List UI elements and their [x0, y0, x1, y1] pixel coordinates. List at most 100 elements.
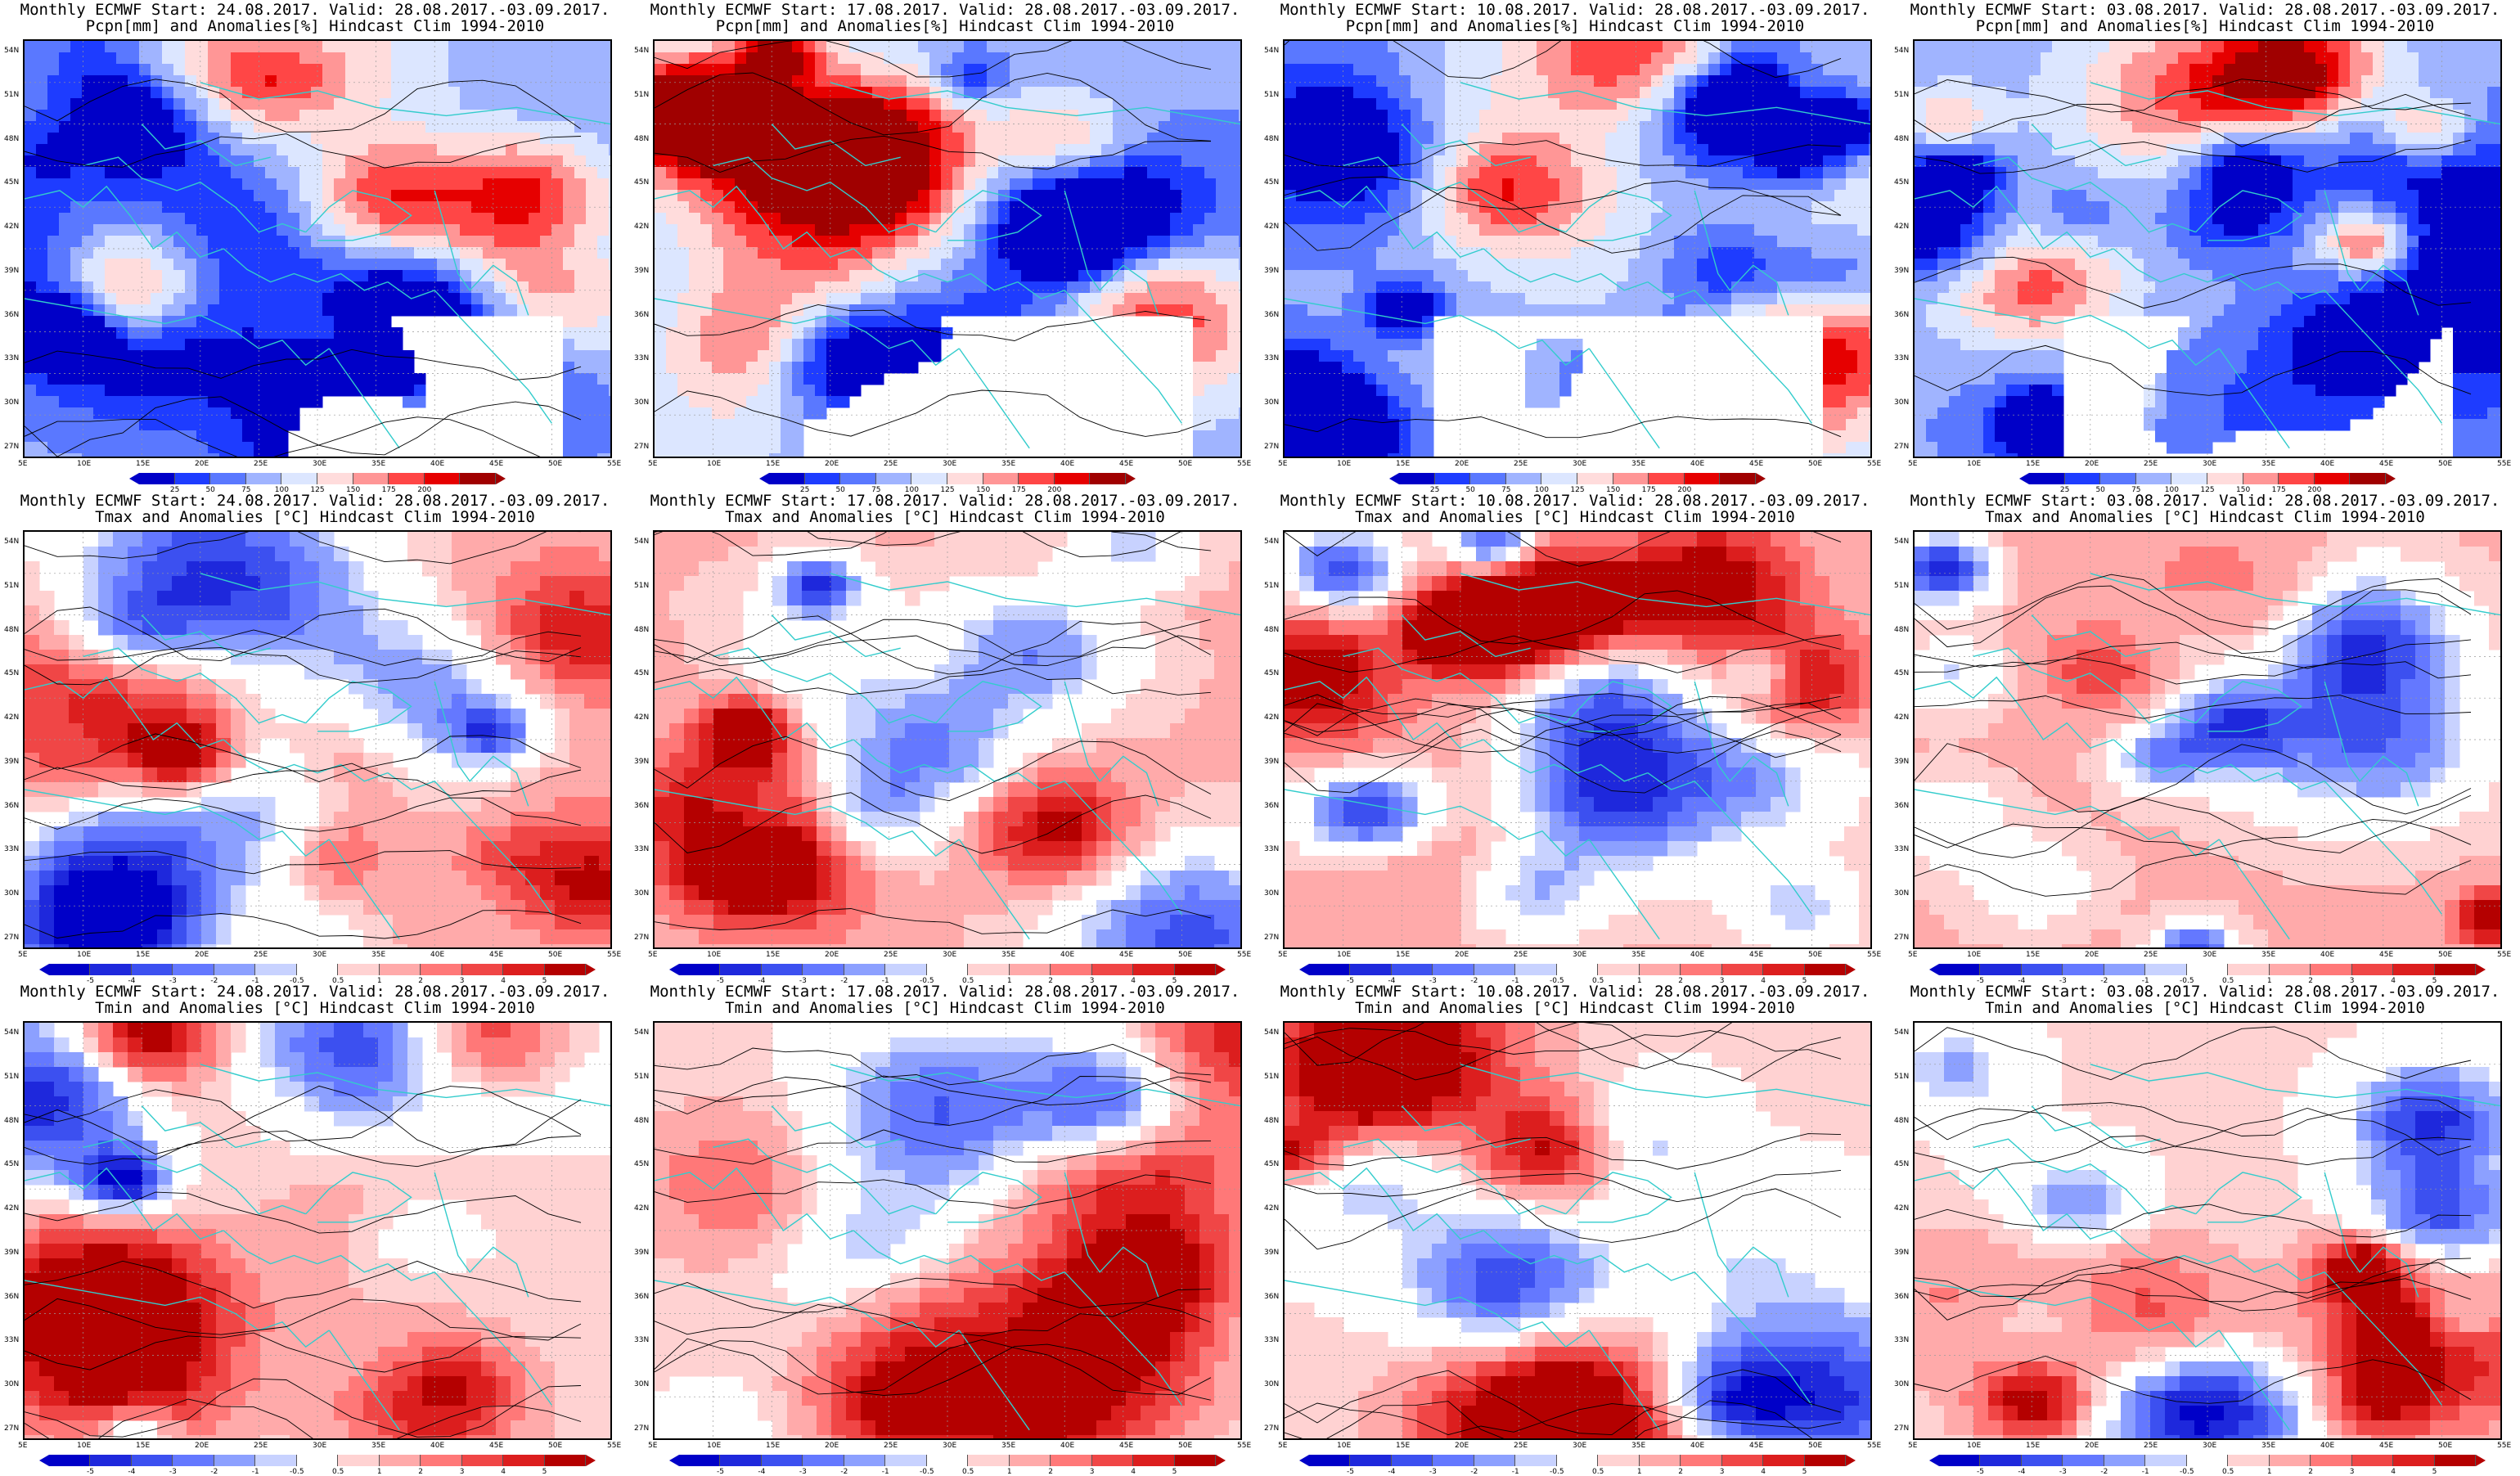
colorbar-arrow-left — [2019, 473, 2029, 484]
lon-tick-label: 40E — [1060, 1442, 1074, 1450]
colorbar-segment — [1722, 1455, 1763, 1466]
colorbar-segment — [1720, 473, 1756, 484]
lon-tick-label: 30E — [2203, 460, 2216, 468]
colorbar-segment — [297, 1455, 338, 1466]
colorbar-segment — [2311, 964, 2351, 975]
colorbar-segment — [214, 1455, 255, 1466]
colorbar-segment — [2136, 473, 2172, 484]
colorbar-segment — [927, 964, 968, 975]
lat-tick-label: 33N — [634, 354, 649, 362]
colorbar-label: -0.5 — [2180, 1468, 2194, 1476]
lat-tick-label: 30N — [634, 398, 649, 407]
panel-subtitle: Tmax and Anomalies [°C] Hindcast Clim 19… — [1260, 509, 1890, 525]
colorbar-segment — [769, 473, 805, 484]
map-panel: Monthly ECMWF Start: 24.08.2017. Valid: … — [0, 982, 630, 1473]
colorbar — [669, 964, 1226, 975]
colorbar-segment — [679, 1455, 720, 1466]
colorbar-segment — [805, 473, 841, 484]
colorbar-segment — [2270, 1455, 2311, 1466]
colorbar-segment — [1010, 1455, 1051, 1466]
lon-tick-label: 25E — [2144, 460, 2158, 468]
lat-tick-label: 36N — [634, 1293, 649, 1301]
lon-tick-label: 35E — [2261, 1442, 2275, 1450]
lon-tick-label: 15E — [2026, 1442, 2040, 1450]
colorbar-segment — [90, 1455, 131, 1466]
panel-subtitle: Pcpn[mm] and Anomalies[%] Hindcast Clim … — [630, 18, 1260, 34]
lon-tick-label: 20E — [1455, 460, 1469, 468]
lat-tick-label: 27N — [634, 443, 649, 451]
colorbar-label: 5 — [1172, 1468, 1177, 1476]
colorbar-segment — [1557, 964, 1598, 975]
colorbar-label: -3 — [1429, 1468, 1437, 1476]
lon-tick-label: 40E — [1690, 951, 1704, 959]
map-panel: Monthly ECMWF Start: 03.08.2017. Valid: … — [1890, 491, 2520, 982]
lon-tick-label: 40E — [1060, 951, 1074, 959]
map-plot — [653, 1021, 1242, 1440]
colorbar-segment — [803, 1455, 844, 1466]
lon-tick-label: 50E — [1808, 460, 1822, 468]
lat-tick-label: 27N — [1264, 1424, 1279, 1433]
colorbar-segment — [132, 1455, 173, 1466]
colorbar-segment — [338, 1455, 379, 1466]
colorbar-segment — [503, 964, 544, 975]
colorbar-arrow-right — [2386, 473, 2396, 484]
colorbar-label: 3 — [460, 1468, 465, 1476]
colorbar-segment — [1175, 964, 1216, 975]
colorbar-label: -2 — [1470, 1468, 1478, 1476]
lat-tick-label: 36N — [4, 1293, 19, 1301]
colorbar-segment — [1474, 964, 1515, 975]
lon-tick-label: 20E — [2085, 951, 2099, 959]
lon-tick-label: 30E — [313, 951, 326, 959]
colorbar-segment — [421, 964, 461, 975]
lat-tick-label: 48N — [1894, 626, 1909, 634]
lat-tick-label: 36N — [1264, 311, 1279, 319]
map-plot — [23, 39, 612, 458]
lat-tick-label: 39N — [1264, 758, 1279, 766]
panel-subtitle: Pcpn[mm] and Anomalies[%] Hindcast Clim … — [1890, 18, 2520, 34]
map-plot — [1283, 530, 1872, 949]
colorbar-label: 4 — [2391, 1468, 2396, 1476]
lon-tick-label: 25E — [1514, 1442, 1528, 1450]
map-panel: Monthly ECMWF Start: 17.08.2017. Valid: … — [630, 982, 1260, 1473]
colorbar-segment — [2228, 964, 2269, 975]
colorbar-label: 1 — [2267, 1468, 2272, 1476]
lon-tick-label: 40E — [2320, 951, 2334, 959]
map-field — [1285, 1023, 1870, 1438]
colorbar-arrow-right — [2476, 1455, 2486, 1466]
lon-tick-label: 45E — [1119, 1442, 1133, 1450]
lat-tick-label: 27N — [4, 1424, 19, 1433]
lon-tick-label: 50E — [1178, 951, 1192, 959]
map-field — [1915, 532, 2500, 947]
panel-title: Monthly ECMWF Start: 10.08.2017. Valid: … — [1260, 493, 1890, 509]
lon-tick-label: 45E — [1749, 951, 1763, 959]
lat-tick-label: 45N — [634, 1160, 649, 1168]
lon-tick-label: 5E — [1278, 1442, 1287, 1450]
lon-tick-label: 45E — [489, 1442, 503, 1450]
lon-tick-label: 35E — [2261, 460, 2275, 468]
colorbar-segment — [317, 473, 353, 484]
lon-tick-label: 10E — [77, 460, 91, 468]
colorbar-label: 3 — [2350, 1468, 2355, 1476]
lon-tick-label: 5E — [1908, 460, 1917, 468]
colorbar-segment — [885, 964, 926, 975]
lat-tick-label: 36N — [1894, 1293, 1909, 1301]
colorbar-segment — [1980, 1455, 2021, 1466]
lon-tick-label: 20E — [825, 1442, 839, 1450]
colorbar — [1389, 473, 1766, 484]
colorbar-segment — [1055, 473, 1091, 484]
colorbar-arrow-left — [1299, 1455, 1309, 1466]
lon-tick-label: 10E — [707, 460, 721, 468]
colorbar-arrow-left — [759, 473, 769, 484]
lon-tick-label: 10E — [1967, 1442, 1981, 1450]
colorbar-label: 3 — [1090, 1468, 1095, 1476]
lon-tick-label: 15E — [2026, 951, 2040, 959]
map-plot — [1283, 39, 1872, 458]
colorbar-segment — [840, 473, 876, 484]
lat-tick-label: 33N — [1894, 354, 1909, 362]
colorbar-segment — [2228, 1455, 2269, 1466]
colorbar-arrow-left — [669, 964, 679, 975]
lat-tick-label: 54N — [4, 538, 19, 546]
lon-tick-label: 10E — [77, 951, 91, 959]
colorbar-label: 3 — [1720, 1468, 1725, 1476]
lat-tick-label: 27N — [1894, 443, 1909, 451]
